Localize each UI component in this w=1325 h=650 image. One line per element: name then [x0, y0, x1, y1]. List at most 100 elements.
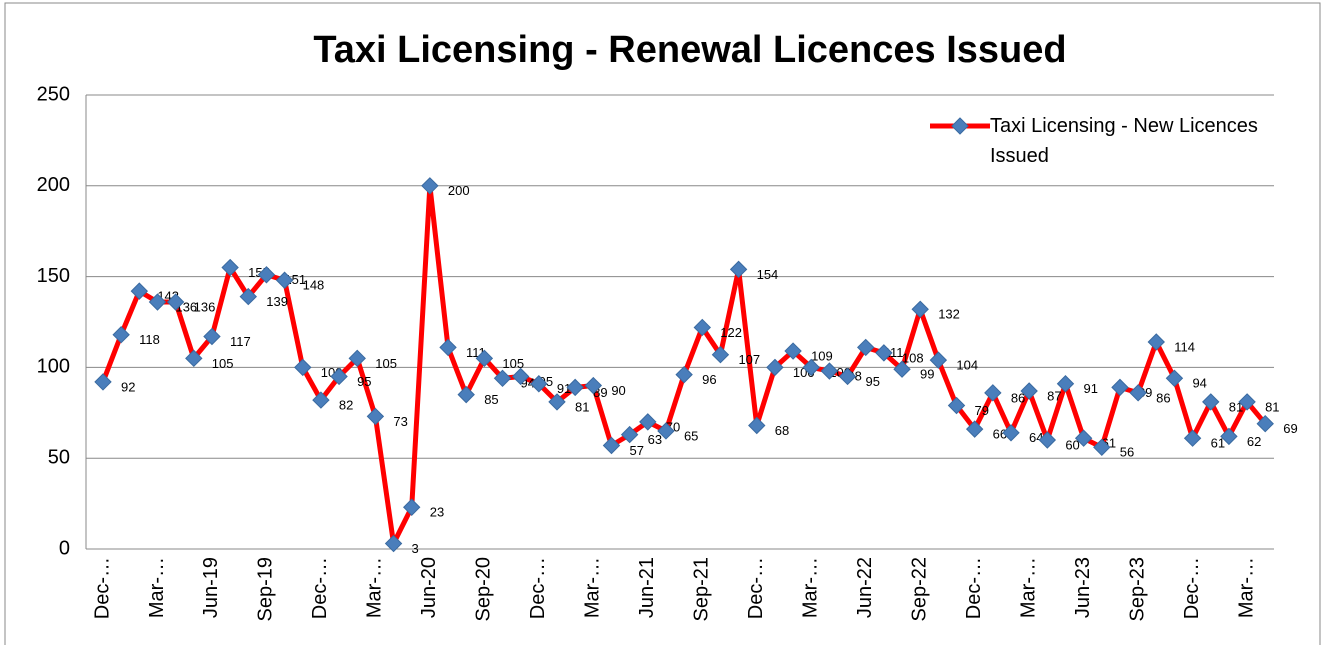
data-marker: [348, 349, 366, 368]
x-tick-label: Sep-19: [255, 557, 277, 622]
x-tick-label: Dec-…: [745, 557, 767, 619]
data-marker: [403, 498, 421, 516]
data-label: 105: [212, 356, 234, 371]
data-marker: [711, 345, 730, 364]
data-marker: [675, 365, 693, 384]
y-tick-label: 150: [37, 265, 70, 287]
x-tick-label: Jun-20: [418, 557, 440, 618]
data-label: 87: [1047, 388, 1061, 403]
data-marker: [548, 393, 566, 411]
data-marker: [693, 318, 711, 337]
data-label: 65: [684, 428, 698, 443]
data-marker: [294, 358, 312, 377]
x-tick-label: Mar-…: [582, 557, 604, 618]
data-label: 91: [557, 381, 571, 396]
data-marker: [602, 436, 621, 455]
data-marker: [457, 385, 475, 404]
x-tick-label: Dec-…: [1181, 557, 1203, 619]
data-label: 95: [357, 374, 371, 389]
data-label: 148: [303, 278, 325, 293]
data-label: 79: [975, 403, 989, 418]
x-tick-label: Dec-…: [91, 557, 113, 619]
data-marker: [366, 407, 385, 426]
data-label: 105: [502, 356, 524, 371]
x-tick-label: Mar-…: [800, 557, 822, 618]
x-tick-label: Sep-20: [473, 557, 495, 622]
data-marker: [1038, 431, 1057, 449]
x-tick-label: Sep-22: [908, 557, 930, 622]
x-tick-label: Jun-22: [854, 557, 876, 618]
data-label: 92: [121, 379, 135, 394]
y-tick-label: 250: [37, 83, 70, 105]
data-marker: [493, 369, 512, 388]
data-label: 154: [757, 267, 779, 282]
data-label: 82: [339, 398, 353, 413]
data-marker: [838, 367, 857, 386]
data-label: 56: [1120, 445, 1134, 460]
data-label: 66: [993, 427, 1007, 442]
data-label: 99: [920, 367, 934, 382]
data-marker: [857, 338, 875, 357]
x-tick-label: Sep-21: [691, 557, 713, 622]
data-marker: [1183, 429, 1202, 447]
data-marker: [1220, 427, 1238, 446]
data-label: 105: [375, 356, 397, 371]
data-marker: [1074, 429, 1093, 447]
data-label: 62: [1247, 434, 1261, 449]
data-label: 139: [266, 294, 288, 309]
data-marker: [1056, 375, 1075, 393]
data-label: 61: [1211, 436, 1225, 451]
data-marker: [911, 300, 929, 318]
data-marker: [584, 376, 603, 395]
data-marker: [275, 271, 294, 289]
data-label: 68: [775, 423, 789, 438]
data-label: 109: [811, 348, 833, 363]
data-label: 132: [938, 307, 960, 322]
data-marker: [475, 349, 494, 368]
data-marker: [729, 260, 748, 279]
chart-title: Taxi Licensing - Renewal Licences Issued: [313, 29, 1066, 71]
data-marker: [929, 351, 948, 369]
legend-label: Taxi Licensing - New Licences Issued: [990, 115, 1258, 167]
data-marker: [1020, 382, 1038, 400]
data-label: 81: [1265, 399, 1279, 414]
data-marker: [384, 534, 403, 553]
x-tick-label: Sep-23: [1126, 557, 1148, 622]
data-marker: [530, 375, 548, 393]
data-marker: [965, 420, 984, 438]
data-label: 64: [1029, 430, 1043, 445]
data-marker: [875, 344, 893, 362]
data-label: 63: [648, 432, 662, 447]
data-marker: [94, 373, 112, 391]
x-tick-label: Dec-…: [963, 557, 985, 619]
data-label: 23: [430, 505, 444, 520]
data-label: 69: [1283, 421, 1297, 436]
x-tick-label: Mar-…: [1235, 557, 1257, 618]
data-marker: [257, 266, 276, 284]
y-tick-label: 100: [37, 356, 70, 378]
data-marker: [802, 358, 820, 377]
data-marker: [1202, 393, 1220, 411]
data-marker: [1147, 333, 1165, 351]
data-marker: [1002, 424, 1020, 442]
data-label: 73: [393, 414, 407, 429]
data-marker: [166, 293, 185, 311]
data-label: 118: [139, 332, 160, 347]
y-tick-label: 0: [59, 537, 70, 559]
x-tick-label: Mar-…: [1017, 557, 1039, 618]
data-label: 136: [194, 299, 216, 314]
data-marker: [239, 287, 257, 306]
x-tick-label: Dec-…: [527, 557, 549, 619]
data-label: 3: [412, 541, 419, 556]
data-marker: [312, 391, 330, 409]
x-tick-label: Jun-19: [200, 557, 222, 618]
x-tick-label: Jun-23: [1072, 557, 1094, 618]
data-marker: [421, 177, 439, 195]
data-label: 114: [1174, 339, 1195, 354]
legend-marker: [951, 117, 969, 135]
data-marker: [1129, 384, 1147, 402]
data-marker: [148, 293, 167, 311]
x-tick-label: Dec-…: [309, 557, 331, 619]
